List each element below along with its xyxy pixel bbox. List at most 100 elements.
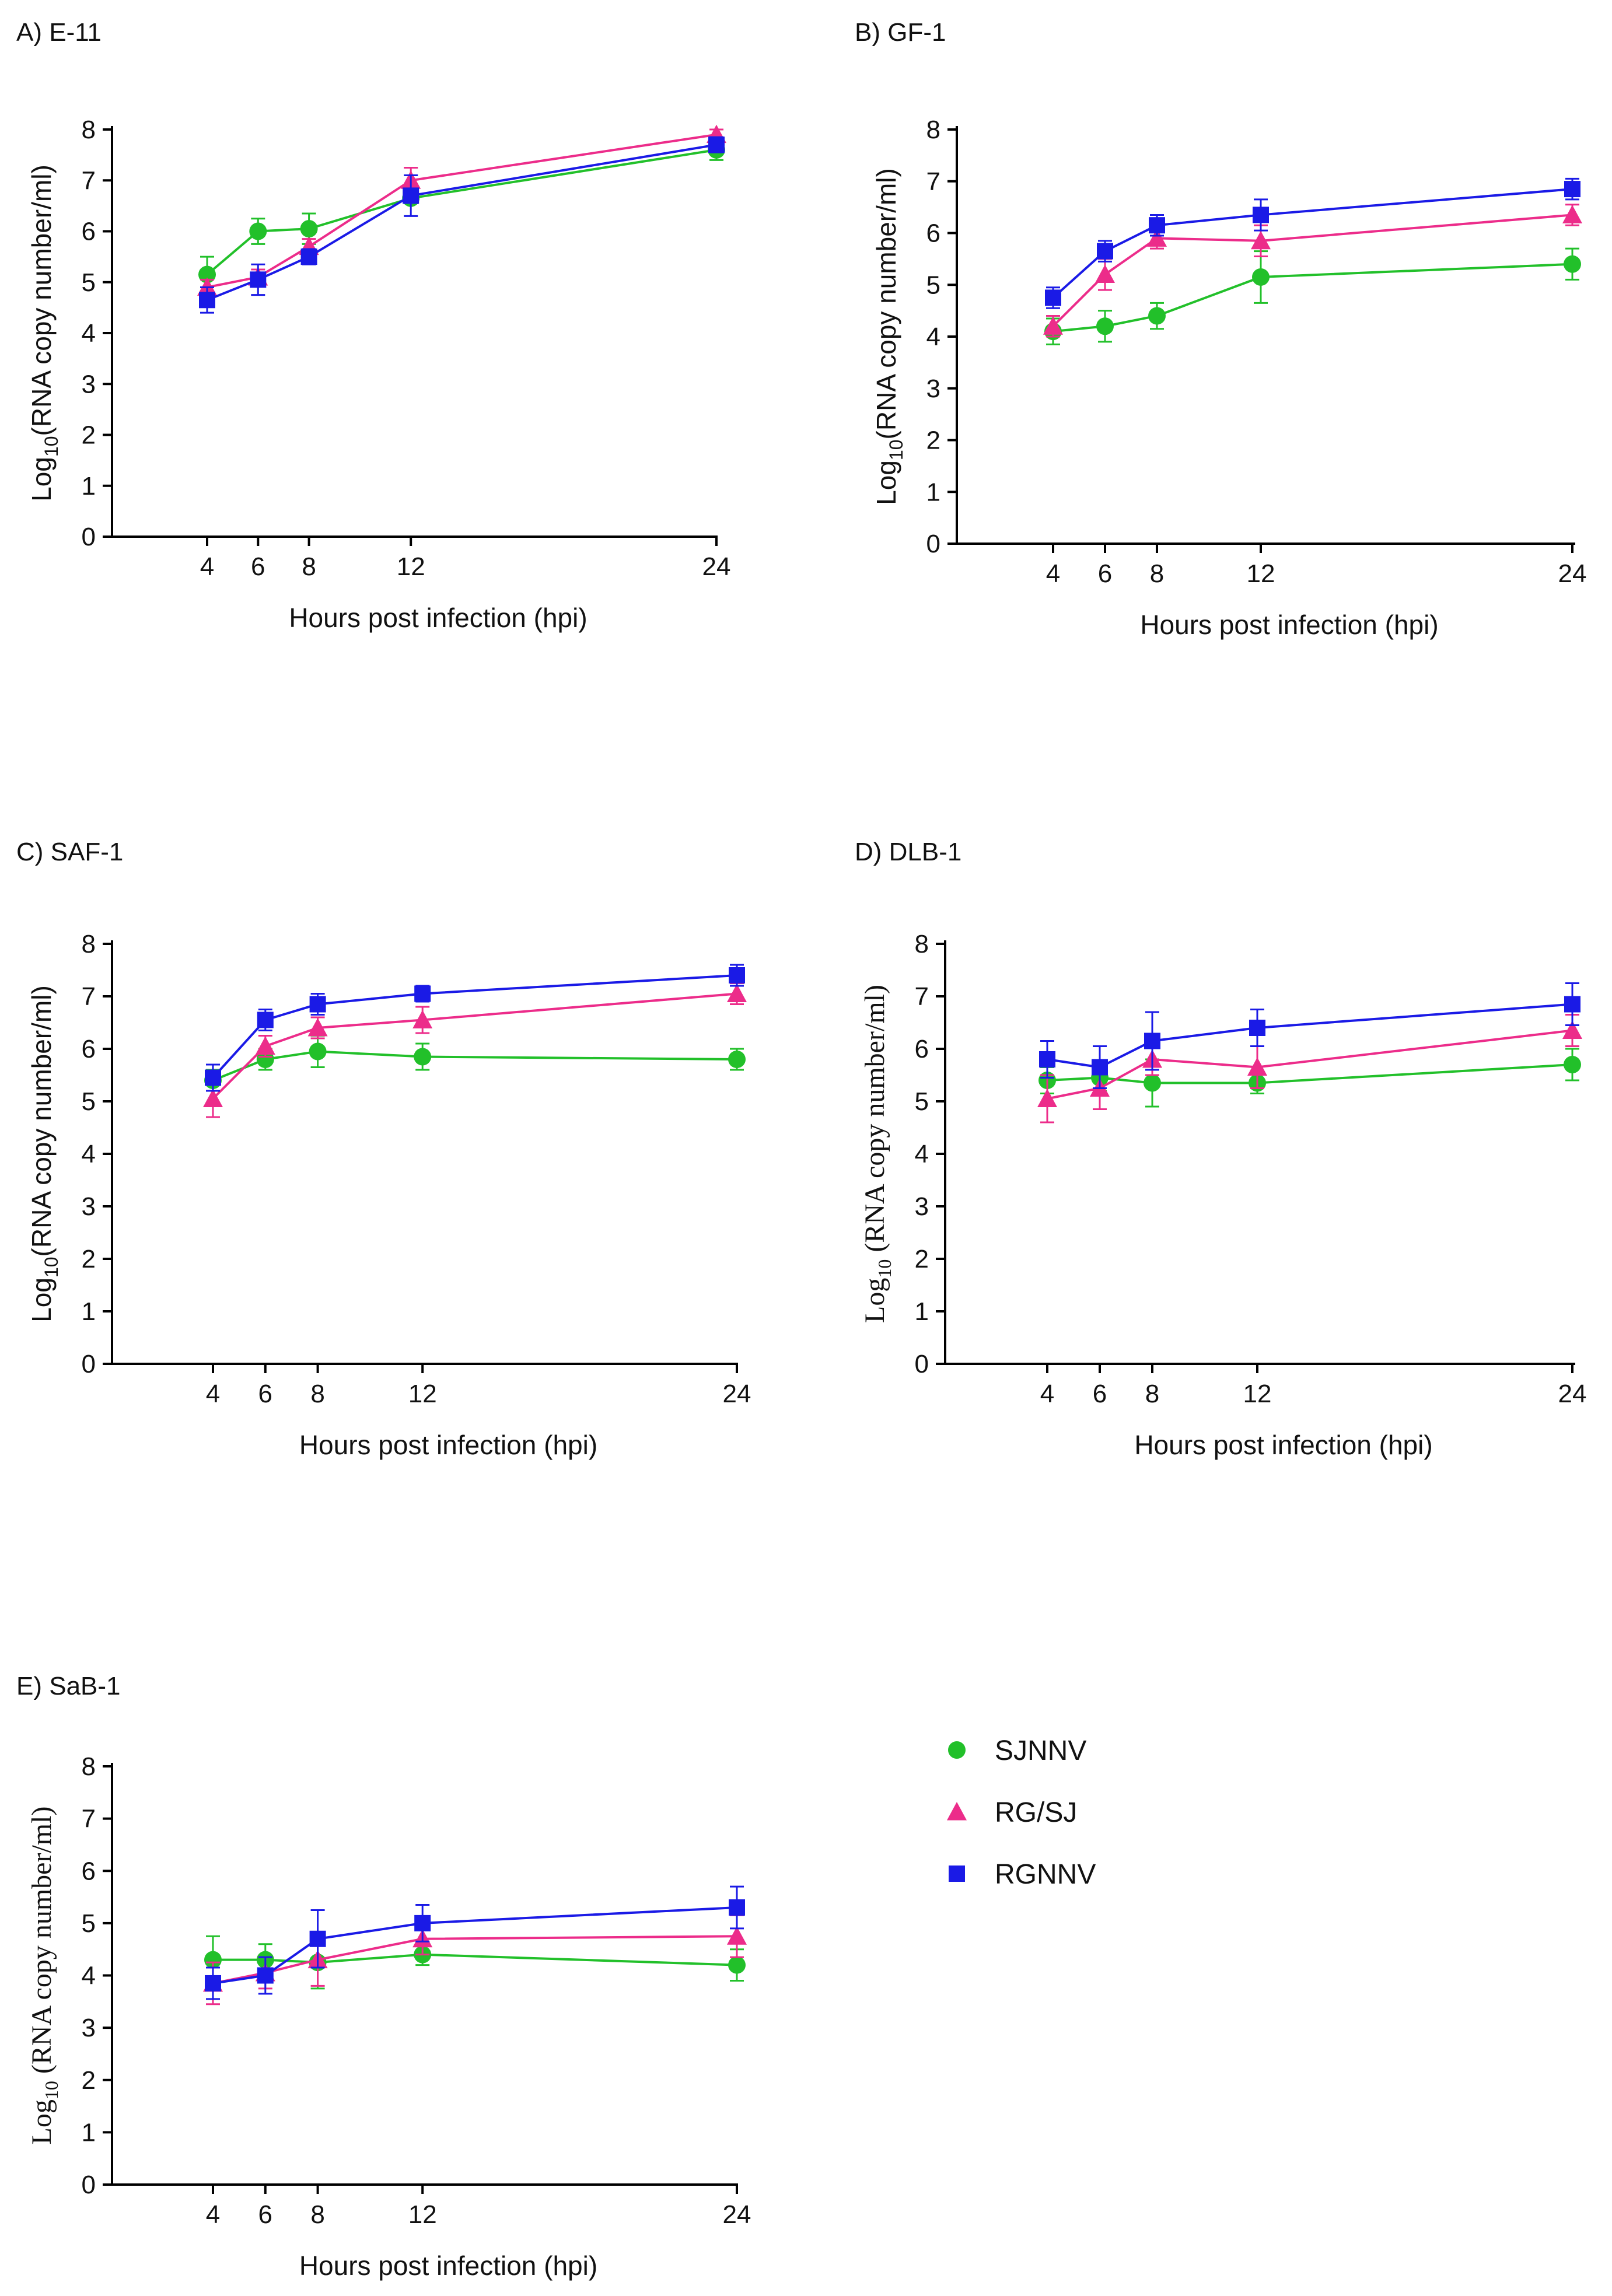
y-tick-label: 2	[926, 426, 940, 455]
y-tick-label: 3	[926, 374, 940, 403]
x-tick-label: 24	[702, 552, 731, 581]
series-rgnnv	[199, 136, 725, 314]
y-tick-label: 4	[915, 1140, 929, 1168]
x-axis-label: Hours post infection (hpi)	[1140, 610, 1438, 640]
y-tick-label: 0	[82, 523, 96, 551]
y-label-subscript: 10	[41, 1256, 62, 1278]
x-tick-label: 4	[1040, 1380, 1054, 1408]
x-tick-label: 6	[258, 2200, 272, 2229]
y-tick-label: 4	[926, 323, 940, 351]
y-tick-label: 7	[926, 167, 940, 196]
series-rgnnv	[1045, 177, 1580, 309]
x-tick-label: 12	[408, 2200, 437, 2229]
series-line	[1052, 262, 1573, 333]
x-tick-label: 8	[1145, 1380, 1159, 1408]
data-point	[1249, 1020, 1265, 1036]
data-point	[204, 1951, 222, 1969]
data-point	[1564, 181, 1580, 198]
y-label-rest: (RNA copy number/ml)	[859, 985, 890, 1259]
data-point	[1562, 205, 1582, 223]
data-point	[205, 1975, 221, 1992]
panel-title: B) GF-1	[855, 18, 946, 47]
x-axis-label: Hours post infection (hpi)	[289, 603, 587, 633]
x-tick-label: 6	[1093, 1380, 1107, 1408]
data-point	[728, 1956, 746, 1974]
y-tick-label: 3	[82, 370, 96, 398]
y-tick-label: 5	[926, 271, 940, 299]
data-point	[1096, 317, 1114, 335]
y-label-prefix: Log	[26, 1278, 57, 1322]
y-tick-label: 0	[926, 530, 940, 558]
x-axis-label: Hours post infection (hpi)	[299, 2250, 597, 2281]
y-tick-label: 8	[82, 930, 96, 958]
data-point	[414, 1048, 432, 1066]
data-point	[1037, 1088, 1057, 1107]
data-point	[1564, 996, 1580, 1013]
series-line	[1052, 214, 1573, 327]
y-tick-label: 4	[82, 1962, 96, 1990]
y-label-rest: (RNA copy number/ml)	[26, 1807, 57, 2081]
y-tick-label: 2	[82, 1245, 96, 1273]
series-rg-sj	[1043, 204, 1582, 338]
series-line	[206, 148, 717, 276]
legend-item: SJNNV	[948, 1735, 1086, 1766]
data-point	[412, 1010, 433, 1028]
y-tick-label: 2	[82, 421, 96, 450]
y-tick-label: 6	[82, 1857, 96, 1885]
data-point	[1092, 1059, 1108, 1076]
legend-item: RG/SJ	[947, 1797, 1077, 1828]
y-tick-label: 6	[82, 218, 96, 246]
y-label-prefix: Log	[26, 2099, 57, 2144]
x-axis-label: Hours post infection (hpi)	[299, 1430, 597, 1460]
y-tick-label: 1	[82, 1297, 96, 1326]
legend: SJNNV RG/SJ RGNNV	[947, 1735, 1096, 1890]
y-tick-label: 7	[82, 166, 96, 195]
legend-item: RGNNV	[949, 1859, 1096, 1890]
data-point	[300, 220, 318, 238]
x-axis-label: Hours post infection (hpi)	[1134, 1430, 1432, 1460]
y-label-prefix: Log	[26, 457, 57, 502]
data-point	[1043, 316, 1063, 335]
x-tick-label: 4	[206, 1380, 220, 1408]
y-tick-label: 1	[926, 478, 940, 506]
x-tick-label: 8	[1150, 559, 1164, 588]
y-tick-label: 6	[915, 1035, 929, 1063]
data-point	[1148, 307, 1166, 325]
data-point	[414, 1915, 431, 1931]
data-point	[250, 271, 267, 288]
series-rgnnv	[1039, 982, 1580, 1089]
x-tick-label: 4	[1046, 559, 1060, 588]
data-point	[728, 1051, 746, 1068]
data-point	[300, 249, 317, 265]
x-tick-label: 4	[200, 552, 214, 581]
data-point	[309, 1042, 327, 1060]
x-tick-label: 12	[397, 552, 425, 581]
x-tick-label: 6	[258, 1380, 272, 1408]
data-point	[729, 1899, 745, 1916]
panel-title: C) SAF-1	[16, 838, 123, 866]
y-tick-label: 5	[82, 268, 96, 297]
y-tick-label: 1	[915, 1297, 929, 1326]
series-line	[212, 992, 737, 1100]
legend-marker	[948, 1741, 966, 1759]
x-tick-label: 8	[302, 552, 316, 581]
x-tick-label: 8	[310, 2200, 324, 2229]
legend-label: SJNNV	[995, 1735, 1086, 1766]
data-point	[1564, 255, 1581, 273]
data-point	[249, 222, 267, 240]
data-point	[1147, 228, 1167, 247]
data-point	[1097, 243, 1113, 260]
y-axis-label: Log10(RNA copy number/ml)	[26, 985, 62, 1322]
x-tick-label: 24	[723, 2200, 751, 2229]
y-tick-label: 8	[82, 1752, 96, 1781]
data-point	[203, 1088, 223, 1107]
legend-marker	[949, 1866, 965, 1882]
x-tick-label: 24	[1558, 559, 1587, 588]
y-tick-label: 3	[915, 1192, 929, 1221]
data-point	[255, 1036, 275, 1055]
x-tick-label: 12	[1247, 559, 1275, 588]
data-point	[1095, 264, 1115, 283]
y-tick-label: 3	[82, 2014, 96, 2042]
